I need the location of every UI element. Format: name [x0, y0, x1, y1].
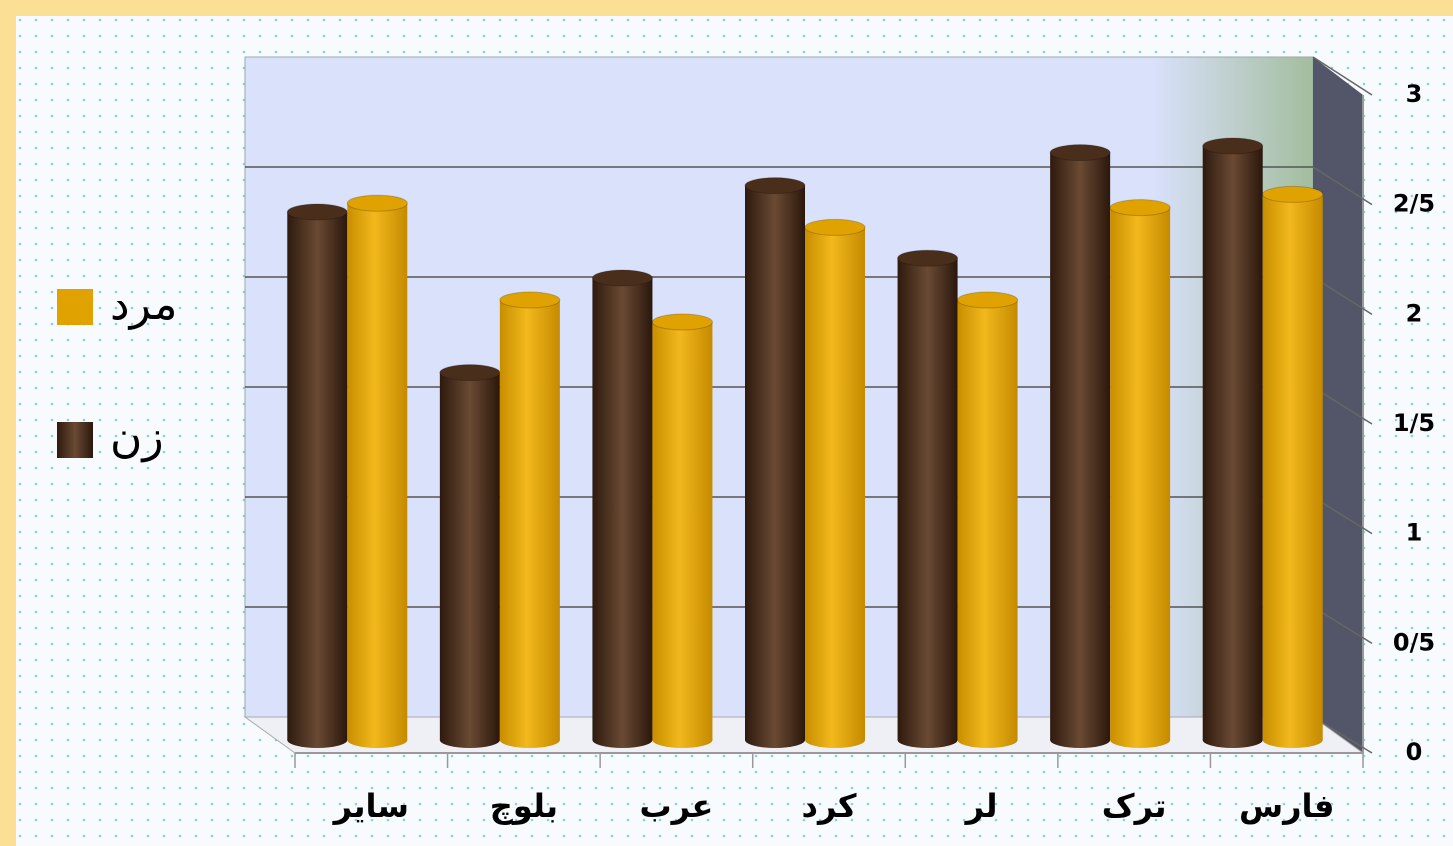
cylinder: [499, 291, 561, 748]
legend-label: مرد: [110, 279, 177, 330]
cylinder-body: [1262, 194, 1323, 740]
cylinder-body: [805, 227, 865, 740]
cylinder-base: [805, 732, 865, 748]
cylinder-body: [957, 300, 1018, 740]
y-tick-label: 0/5: [1393, 628, 1435, 656]
y-tick-label: 1: [1406, 519, 1423, 547]
cylinder-top: [744, 177, 806, 195]
cylinder-body: [439, 372, 500, 740]
y-tick: [1312, 496, 1373, 535]
cylinder: [439, 364, 501, 748]
cylinder-body: [499, 300, 560, 740]
cylinder-top: [957, 291, 1019, 309]
cylinder: [897, 249, 959, 748]
cylinder-body: [1050, 152, 1111, 741]
cylinder-base: [652, 732, 713, 748]
cylinder: [1109, 199, 1171, 748]
cylinder-base: [1110, 732, 1171, 748]
cylinder-base: [347, 732, 408, 748]
cylinder: [1262, 185, 1324, 748]
cylinder-body: [592, 278, 653, 740]
x-tick-label: عرب: [639, 787, 713, 825]
x-tick-label: بلوچ: [490, 787, 558, 825]
cylinder-base: [745, 732, 805, 748]
cylinder: [744, 177, 806, 748]
cylinder: [651, 313, 713, 748]
x-tick-label: کرد: [802, 787, 857, 825]
cylinder-body: [897, 258, 958, 740]
cylinder-top: [1109, 199, 1171, 217]
x-tick-label: فارس: [1239, 787, 1335, 825]
cylinder-top: [439, 364, 501, 382]
cylinder-body: [745, 185, 805, 741]
cylinder-base: [592, 732, 653, 748]
cylinder-body: [347, 203, 408, 740]
y-tick-label: 1/5: [1393, 409, 1435, 437]
x-tick-label: سایر: [332, 787, 409, 825]
cylinder-base: [287, 732, 348, 748]
cylinder-top: [1202, 137, 1264, 155]
y-tick-label: 3: [1406, 80, 1423, 108]
x-tick-label: لر: [964, 787, 998, 825]
legend-swatch: [57, 289, 93, 325]
y-tick-label: 0: [1406, 738, 1423, 766]
cylinder-body: [652, 322, 713, 740]
cylinder-base: [1262, 732, 1323, 748]
y-tick: [1312, 276, 1373, 315]
cylinder-top: [346, 194, 408, 212]
y-tick-label: 2/5: [1393, 190, 1435, 218]
cylinder-base: [897, 732, 958, 748]
cylinder-top: [897, 249, 959, 267]
y-tick: [1312, 56, 1373, 96]
cylinder: [804, 218, 866, 748]
side-wall: [1313, 57, 1363, 753]
x-tick-label: ترک: [1102, 787, 1167, 825]
cylinder-base: [1050, 732, 1111, 748]
cylinder-body: [287, 212, 348, 740]
cylinder-top: [1262, 185, 1324, 203]
cylinder: [286, 203, 348, 748]
cylinder-base: [499, 732, 560, 748]
cylinder-base: [957, 732, 1018, 748]
cylinder-top: [804, 218, 866, 236]
cylinder-body: [1110, 207, 1171, 741]
cylinder-top: [651, 313, 713, 331]
cylinder-top: [591, 269, 653, 287]
cylinder: [1049, 144, 1111, 748]
y-tick: [1312, 166, 1373, 206]
cylinder-top: [499, 291, 561, 309]
cylinder: [957, 291, 1019, 748]
legend-label: زن: [110, 412, 164, 463]
legend-swatch: [57, 422, 93, 458]
cylinder-top: [286, 203, 348, 221]
cylinder-top: [1049, 144, 1111, 162]
y-tick-label: 2: [1406, 299, 1423, 327]
cylinder: [346, 194, 408, 748]
cylinder: [1202, 137, 1264, 748]
cylinder-base: [1202, 732, 1263, 748]
y-tick: [1312, 386, 1373, 425]
y-tick: [1312, 606, 1373, 644]
cylinder-body: [1202, 146, 1263, 740]
cylinder-base: [439, 732, 500, 748]
cylinder: [591, 269, 653, 748]
y-tick: [1312, 716, 1373, 754]
